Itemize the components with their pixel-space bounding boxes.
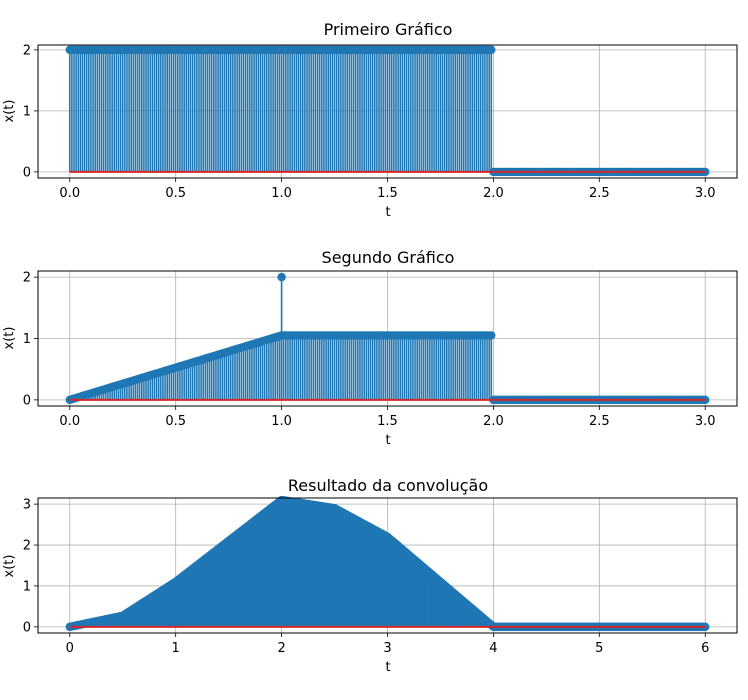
subplot-1-ylabel: x(t) — [2, 100, 17, 123]
x-tick-label: 5 — [595, 641, 603, 656]
subplot-2-ylabel: x(t) — [2, 327, 17, 350]
x-tick-label: 0.0 — [59, 414, 80, 429]
subplot-1-xlabel: t — [385, 205, 390, 220]
subplot-1: Primeiro Gráfico 0.0 0.5 1.0 1.5 2.0 2.5 3.0 0 1… — [2, 20, 738, 220]
y-tick-label: 1 — [23, 332, 31, 347]
y-tick-label: 2 — [23, 539, 31, 554]
x-tick-label: 1.5 — [377, 186, 398, 201]
subplot-2: Segundo Gráfico 0.0 0.5 1.0 1.5 2.0 2.5 3.0 0 1 2… — [2, 248, 738, 448]
y-tick-label: 1 — [23, 104, 31, 119]
y-tick-label: 2 — [23, 43, 31, 58]
subplot-3: Resultado da convolução 0 1 2 3 4 5 6 0 1 2 3 t x(… — [2, 476, 738, 675]
y-tick-label: 3 — [23, 498, 31, 513]
x-tick-label: 2.0 — [483, 186, 504, 201]
y-tick-label: 0 — [23, 393, 31, 408]
x-tick-label: 2.5 — [589, 186, 610, 201]
subplot-3-ylabel: x(t) — [2, 555, 17, 578]
subplot-3-title: Resultado da convolução — [288, 476, 488, 495]
y-tick-label: 2 — [23, 271, 31, 286]
x-tick-label: 1.5 — [377, 414, 398, 429]
subplot-3-ticks: 0 1 2 3 4 5 6 0 1 2 3 — [23, 498, 710, 656]
subplot-2-xlabel: t — [385, 433, 390, 448]
x-tick-label: 2.5 — [589, 414, 610, 429]
y-tick-label: 1 — [23, 579, 31, 594]
x-tick-label: 4 — [489, 641, 497, 656]
subplot-2-title: Segundo Gráfico — [322, 248, 455, 267]
subplot-1-ticks: 0.0 0.5 1.0 1.5 2.0 2.5 3.0 0 1 2 — [23, 43, 716, 201]
x-tick-label: 1 — [172, 641, 180, 656]
impulse-marker — [277, 272, 286, 282]
x-tick-label: 3.0 — [695, 186, 716, 201]
subplot-3-frame — [37, 497, 738, 634]
x-tick-label: 3.0 — [695, 414, 716, 429]
subplot-1-stems — [65, 45, 710, 177]
x-tick-label: 1.0 — [271, 186, 292, 201]
x-tick-label: 0.5 — [165, 414, 186, 429]
x-tick-label: 2.0 — [483, 414, 504, 429]
subplot-3-xlabel: t — [385, 660, 390, 675]
stem-marker — [487, 331, 496, 340]
subplot-3-stems — [65, 495, 710, 632]
subplot-2-ticks: 0.0 0.5 1.0 1.5 2.0 2.5 3.0 0 1 2 — [23, 271, 716, 429]
stem-marker — [487, 45, 496, 55]
subplot-1-title: Primeiro Gráfico — [324, 20, 453, 39]
x-tick-label: 0 — [66, 641, 74, 656]
x-tick-label: 1.0 — [271, 414, 292, 429]
subplot-1-frame — [37, 44, 738, 179]
x-tick-label: 0.0 — [59, 186, 80, 201]
x-tick-label: 2 — [277, 641, 285, 656]
x-tick-label: 0.5 — [165, 186, 186, 201]
y-tick-label: 0 — [23, 165, 31, 180]
subplot-2-frame — [37, 270, 738, 407]
subplot-2-stems — [65, 272, 710, 405]
x-tick-label: 6 — [701, 641, 709, 656]
y-tick-label: 0 — [23, 620, 31, 635]
x-tick-label: 3 — [383, 641, 391, 656]
